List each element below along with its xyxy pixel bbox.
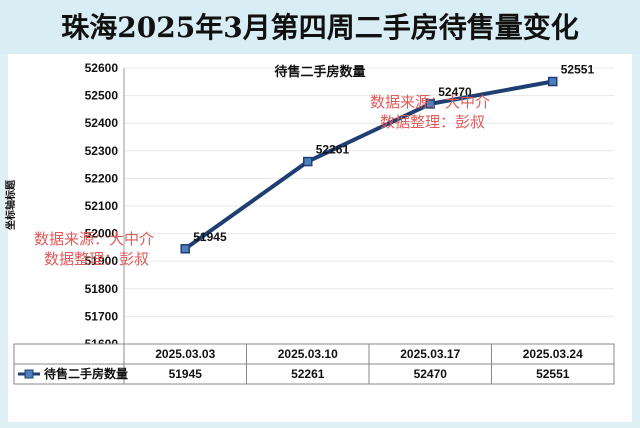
legend-series-name: 待售二手房数量 — [44, 366, 128, 381]
data-point — [180, 244, 190, 254]
watermark-2-source: 数据来源：大中介 — [370, 93, 490, 111]
y-tick-label: 52000 — [85, 227, 119, 241]
series-layer — [180, 76, 558, 254]
watermark-1-author: 数据整理：彭叔 — [44, 250, 149, 268]
data-labels: 51945 52261 52470 52551 — [193, 63, 594, 244]
data-point — [425, 99, 435, 109]
y-axis-ticks: 5160051700518005190052000521005220052300… — [85, 61, 119, 351]
y-tick-label: 52500 — [85, 89, 119, 103]
x-category-label: 2025.03.17 — [400, 347, 460, 361]
data-label: 52261 — [316, 143, 350, 157]
table-value: 52470 — [414, 367, 448, 381]
page-title: 珠海2025年3月第四周二手房待售量变化 — [61, 11, 579, 44]
series-line — [184, 79, 554, 251]
data-point — [303, 156, 313, 167]
watermark-1-source: 数据来源：大中介 — [34, 230, 154, 248]
table-value: 52551 — [536, 367, 570, 381]
title-band — [0, 0, 640, 54]
grid — [123, 67, 614, 345]
x-category-label: 2025.03.10 — [278, 347, 338, 361]
y-tick-label: 52300 — [85, 144, 119, 158]
x-category-label: 2025.03.03 — [155, 347, 215, 361]
y-tick-label: 52200 — [85, 171, 119, 185]
y-tick-label: 52400 — [85, 116, 119, 130]
data-point — [548, 76, 558, 87]
y-tick-label: 52600 — [85, 61, 119, 75]
y-tick-label: 51700 — [85, 309, 119, 323]
chart-title: 待售二手房数量 — [273, 64, 365, 80]
y-tick-label: 51900 — [85, 254, 119, 268]
data-label: 52470 — [438, 85, 472, 99]
y-tick-label: 52100 — [85, 199, 119, 213]
table-value: 52261 — [291, 367, 325, 381]
legend-marker-icon — [24, 369, 34, 379]
data-label: 52551 — [561, 63, 595, 77]
table-value: 51945 — [169, 367, 203, 381]
x-category-label: 2025.03.24 — [523, 347, 583, 361]
watermark-2-author: 数据整理：彭叔 — [380, 113, 485, 131]
y-axis-title: 坐标轴标题 — [4, 179, 17, 230]
data-label: 51945 — [193, 230, 227, 244]
data-table: 2025.03.03 51945 2025.03.10 52261 2025.03.17… — [13, 343, 615, 385]
y-tick-label: 51800 — [85, 282, 119, 296]
watermarks: 数据来源：大中介 数据整理：彭叔 数据来源：大中介 数据整理：彭叔 — [34, 93, 490, 268]
